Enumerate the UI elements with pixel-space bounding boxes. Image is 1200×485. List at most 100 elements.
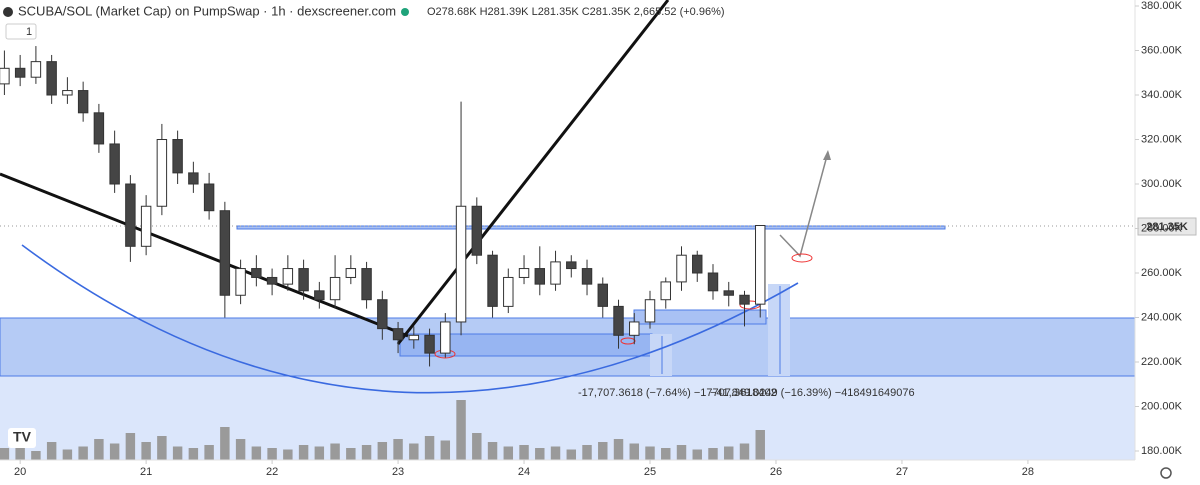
- candle-body: [644, 299, 656, 323]
- candle-body: [314, 290, 325, 301]
- zone: [399, 333, 653, 357]
- candle-body: [581, 268, 593, 285]
- candle-body: [282, 268, 294, 285]
- volume-bar: [519, 445, 529, 460]
- volume-bar: [393, 439, 403, 460]
- last-price-badge: [1137, 217, 1197, 236]
- measure: [768, 284, 790, 376]
- candle-body: [613, 305, 624, 336]
- x-tick-label: 23: [392, 466, 404, 478]
- candle-body: [566, 261, 577, 270]
- y-tick-label: 240.00K: [1141, 311, 1183, 323]
- settings-icon[interactable]: [1160, 467, 1172, 479]
- y-tick-label: 380.00K: [1141, 0, 1183, 12]
- x-tick-label: 28: [1022, 466, 1034, 478]
- y-tick-label: 320.00K: [1141, 133, 1183, 145]
- candle-body: [93, 112, 105, 145]
- ohlc: O278.68K H281.39K L281.35K C281.35K 2,66…: [427, 6, 725, 18]
- volume-bar: [739, 443, 750, 460]
- candle-body: [125, 183, 136, 247]
- interval-toggle[interactable]: [5, 23, 37, 40]
- marker: [791, 253, 813, 263]
- candle-body: [235, 268, 246, 296]
- candle-body: [140, 205, 152, 247]
- x-tick-label: 20: [14, 466, 26, 478]
- candle-body: [203, 183, 215, 212]
- y-axis: [1135, 0, 1200, 485]
- projection-arrow: [823, 150, 831, 160]
- volume-bar: [298, 445, 309, 460]
- volume-bar: [629, 443, 639, 460]
- candle-body: [345, 268, 357, 278]
- volume-bar: [472, 433, 482, 460]
- y-tick-label: 220.00K: [1141, 356, 1183, 368]
- volume-bar: [440, 440, 451, 460]
- x-tick-label: 26: [770, 466, 782, 478]
- volume-bar: [456, 400, 466, 460]
- curve: [21, 244, 799, 394]
- x-tick-label: 27: [896, 466, 908, 478]
- candle-body: [46, 61, 57, 96]
- x-tick-label: 24: [518, 466, 530, 478]
- y-tick-label: 200.00K: [1141, 400, 1183, 412]
- candle-body: [739, 294, 750, 305]
- interval-badge: 1: [26, 26, 32, 38]
- last-price-label: 281.35K: [1146, 221, 1188, 233]
- volume-bar: [314, 446, 325, 460]
- volume-bar: [409, 443, 419, 460]
- volume-bar: [31, 451, 41, 460]
- candle-body: [266, 276, 278, 285]
- resistance: [236, 225, 946, 230]
- volume-bar: [377, 442, 388, 460]
- candle-body: [518, 268, 530, 278]
- volume-bar: [676, 445, 687, 460]
- annotation: −41,849.0249 (−16.39%) −418491649076: [710, 387, 915, 399]
- series: [0, 46, 766, 460]
- volume-bar: [204, 445, 214, 460]
- volume-bar: [692, 449, 702, 460]
- volume-bar: [141, 442, 151, 460]
- volume-bar: [109, 443, 120, 460]
- candle-body: [455, 205, 467, 323]
- volume-bar: [724, 446, 734, 460]
- x-tick-label: 25: [644, 466, 656, 478]
- x-tick-label: 21: [140, 466, 152, 478]
- candle-body: [156, 139, 168, 207]
- volume-bar: [15, 445, 25, 460]
- volume-bar: [188, 448, 199, 460]
- trendline: [0, 172, 409, 338]
- candle-body: [392, 328, 404, 341]
- measure: [650, 334, 672, 376]
- candle-body: [676, 254, 687, 283]
- candle-body: [14, 67, 26, 78]
- volume-bar: [424, 436, 435, 460]
- candle-body: [77, 90, 89, 114]
- candle-body: [440, 321, 451, 354]
- projection-arrow: [779, 151, 829, 258]
- volume-bar: [503, 446, 514, 460]
- volume-bar: [645, 446, 655, 460]
- candle-body: [298, 268, 309, 292]
- chart-title: SCUBA/SOL (Market Cap) on PumpSwap · 1h …: [18, 3, 396, 18]
- candle-body: [0, 67, 10, 85]
- annotation: -17,707.3618 (−7.64%) −17707.3618402: [578, 387, 777, 399]
- candle-body: [408, 334, 420, 341]
- candle-body: [723, 290, 734, 296]
- candle-body: [707, 272, 719, 292]
- volume-bar: [172, 446, 183, 460]
- candle-body: [550, 261, 561, 285]
- y-tick-label: 300.00K: [1141, 178, 1183, 190]
- candle-body: [424, 334, 435, 354]
- volume-bar: [78, 446, 88, 460]
- y-tick-label: 340.00K: [1141, 89, 1183, 101]
- candle-body: [219, 210, 231, 296]
- volume-bar: [235, 439, 246, 460]
- volume-bar: [582, 445, 592, 460]
- candle-body: [251, 268, 262, 278]
- x-axis: [0, 460, 1200, 485]
- volume-bar: [0, 448, 10, 460]
- y-tick-label: 180.00K: [1141, 445, 1183, 457]
- volume-bar: [346, 448, 356, 460]
- candle-body: [172, 139, 183, 174]
- y-tick-label: 360.00K: [1141, 44, 1183, 56]
